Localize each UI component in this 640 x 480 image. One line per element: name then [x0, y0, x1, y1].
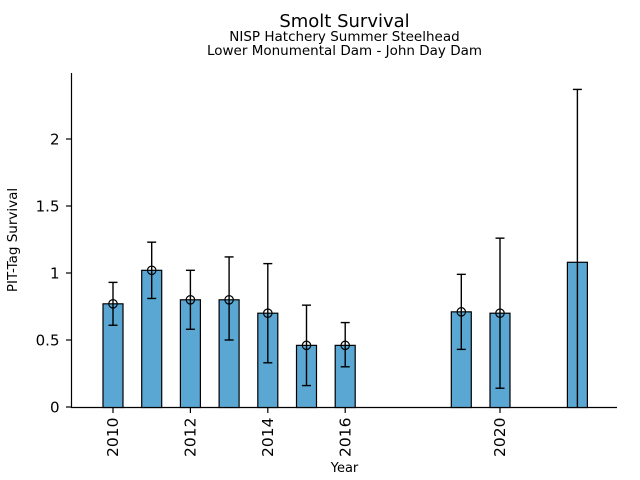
- x-axis-label: Year: [330, 461, 359, 476]
- x-tick-label-2020: 2020: [491, 418, 509, 457]
- x-tick-label-2010: 2010: [104, 418, 122, 457]
- marker-2011: [146, 265, 157, 276]
- marker-2016: [340, 340, 350, 351]
- y-tick-label-0.5: 0.5: [36, 331, 60, 349]
- chart-title: Smolt Survival: [279, 11, 410, 32]
- y-tick-label-1: 1: [50, 264, 60, 282]
- y-tick-label-1.5: 1.5: [36, 197, 60, 215]
- marker-2015: [301, 340, 312, 351]
- marker-2019: [456, 307, 467, 317]
- marker-2012: [185, 294, 196, 305]
- marker-2010: [108, 299, 118, 309]
- marker-2020: [495, 308, 505, 318]
- chart-subtitle-line-1: NISP Hatchery Summer Steelhead: [229, 29, 460, 45]
- chart-subtitle-line-2: Lower Monumental Dam - John Day Dam: [206, 43, 483, 59]
- x-tick-label-2012: 2012: [182, 418, 200, 457]
- x-tick-label-2016: 2016: [336, 418, 354, 457]
- marker-2014: [262, 308, 273, 318]
- y-tick-label-2: 2: [50, 130, 60, 148]
- y-tick-label-0: 0: [50, 398, 60, 416]
- x-tick-label-2014: 2014: [259, 418, 277, 457]
- marker-2013: [224, 294, 234, 305]
